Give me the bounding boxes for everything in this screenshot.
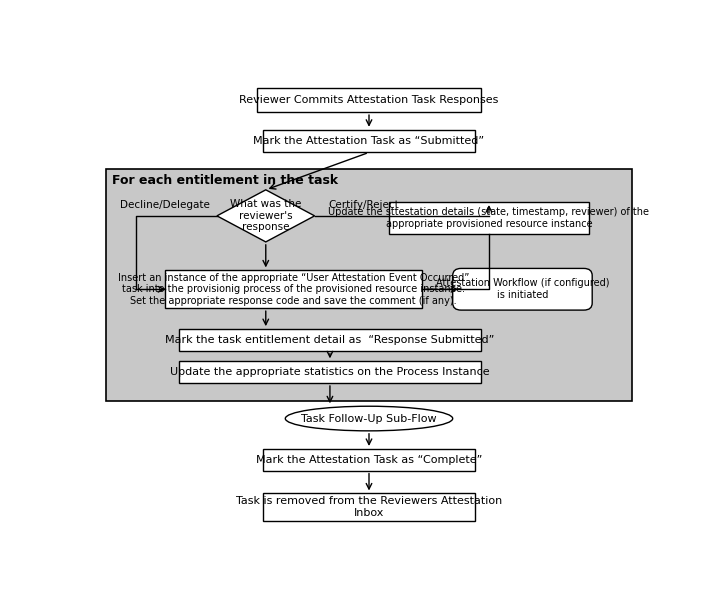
Polygon shape: [217, 190, 315, 242]
FancyBboxPatch shape: [258, 87, 481, 112]
Text: Certify/Reject: Certify/Reject: [328, 200, 399, 210]
Text: Update the appropriate statistics on the Process Instance: Update the appropriate statistics on the…: [170, 367, 490, 377]
FancyBboxPatch shape: [166, 271, 422, 308]
Text: Mark the Attestation Task as “Complete”: Mark the Attestation Task as “Complete”: [256, 454, 482, 465]
Text: Task Follow-Up Sub-Flow: Task Follow-Up Sub-Flow: [301, 413, 437, 424]
Ellipse shape: [285, 407, 453, 431]
FancyBboxPatch shape: [263, 449, 475, 470]
Text: Decline/Delegate: Decline/Delegate: [120, 200, 210, 210]
FancyBboxPatch shape: [263, 130, 475, 153]
FancyBboxPatch shape: [179, 361, 481, 383]
Text: Task is removed from the Reviewers Attestation
Inbox: Task is removed from the Reviewers Attes…: [236, 496, 502, 518]
Text: What was the
reviewer's
response: What was the reviewer's response: [230, 199, 302, 232]
FancyBboxPatch shape: [389, 202, 590, 234]
Text: For each entitlement in the task: For each entitlement in the task: [112, 174, 338, 187]
Text: Mark the Attestation Task as “Submitted”: Mark the Attestation Task as “Submitted”: [253, 136, 485, 146]
FancyBboxPatch shape: [179, 329, 481, 351]
FancyBboxPatch shape: [453, 268, 593, 310]
Text: Reviewer Commits Attestation Task Responses: Reviewer Commits Attestation Task Respon…: [239, 95, 499, 105]
FancyBboxPatch shape: [263, 493, 475, 521]
Text: Update the sttestation details (state, timestamp, reviewer) of the
appropriate p: Update the sttestation details (state, t…: [328, 207, 649, 229]
Text: Mark the task entitlement detail as  “Response Submitted”: Mark the task entitlement detail as “Res…: [166, 335, 495, 345]
FancyBboxPatch shape: [106, 169, 632, 402]
Text: Insert an instance of the appropriate “User Attestation Event Occurred”
task int: Insert an instance of the appropriate “U…: [118, 272, 469, 306]
Text: Attestation Workflow (if configured)
is initiated: Attestation Workflow (if configured) is …: [436, 279, 609, 300]
